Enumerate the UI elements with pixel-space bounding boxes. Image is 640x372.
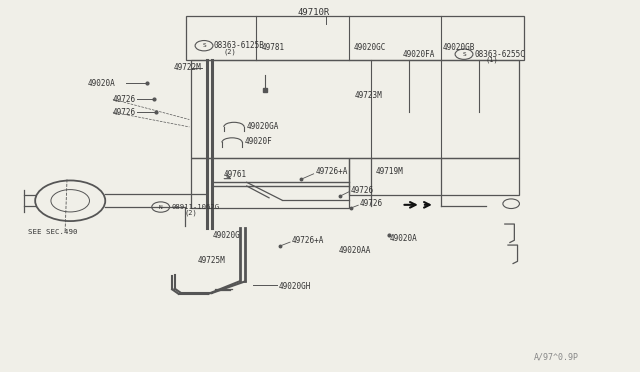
- Text: (1): (1): [486, 57, 499, 63]
- Text: 49020GC: 49020GC: [353, 43, 385, 52]
- Text: 49723M: 49723M: [355, 91, 383, 100]
- Text: 08363-6255C: 08363-6255C: [474, 50, 525, 59]
- Text: 49020A: 49020A: [390, 234, 418, 243]
- Text: 49020G: 49020G: [213, 231, 241, 240]
- Text: 49722M: 49722M: [173, 62, 201, 72]
- Text: 49020AA: 49020AA: [339, 246, 371, 255]
- Text: S: S: [202, 43, 206, 48]
- Text: 49761: 49761: [223, 170, 246, 179]
- Text: S: S: [462, 52, 466, 57]
- Text: 49020GA: 49020GA: [246, 122, 279, 131]
- Text: 49020GB: 49020GB: [443, 43, 476, 52]
- Text: SEE SEC.490: SEE SEC.490: [28, 229, 77, 235]
- Text: 49020GH: 49020GH: [278, 282, 311, 291]
- Text: 49020A: 49020A: [88, 79, 115, 88]
- Text: 49726: 49726: [113, 95, 136, 104]
- Text: 08911-1062G: 08911-1062G: [172, 204, 220, 210]
- Text: 49719M: 49719M: [376, 167, 403, 176]
- Text: N: N: [159, 205, 163, 209]
- Text: 49020FA: 49020FA: [403, 50, 435, 59]
- Text: 49726+A: 49726+A: [291, 236, 324, 245]
- Text: 49710R: 49710R: [298, 8, 330, 17]
- Text: (2): (2): [185, 209, 198, 216]
- Text: 49726: 49726: [351, 186, 374, 195]
- Text: 49726+A: 49726+A: [316, 167, 348, 176]
- Text: 49725M: 49725M: [198, 256, 225, 265]
- Text: (2): (2): [223, 48, 236, 55]
- Text: 49726: 49726: [360, 199, 383, 208]
- Text: 49781: 49781: [261, 43, 285, 52]
- Text: A/97^0.9P: A/97^0.9P: [534, 352, 579, 361]
- Text: 08363-6125B: 08363-6125B: [214, 41, 264, 50]
- Text: 49020F: 49020F: [245, 137, 273, 146]
- Text: 49726: 49726: [113, 108, 136, 117]
